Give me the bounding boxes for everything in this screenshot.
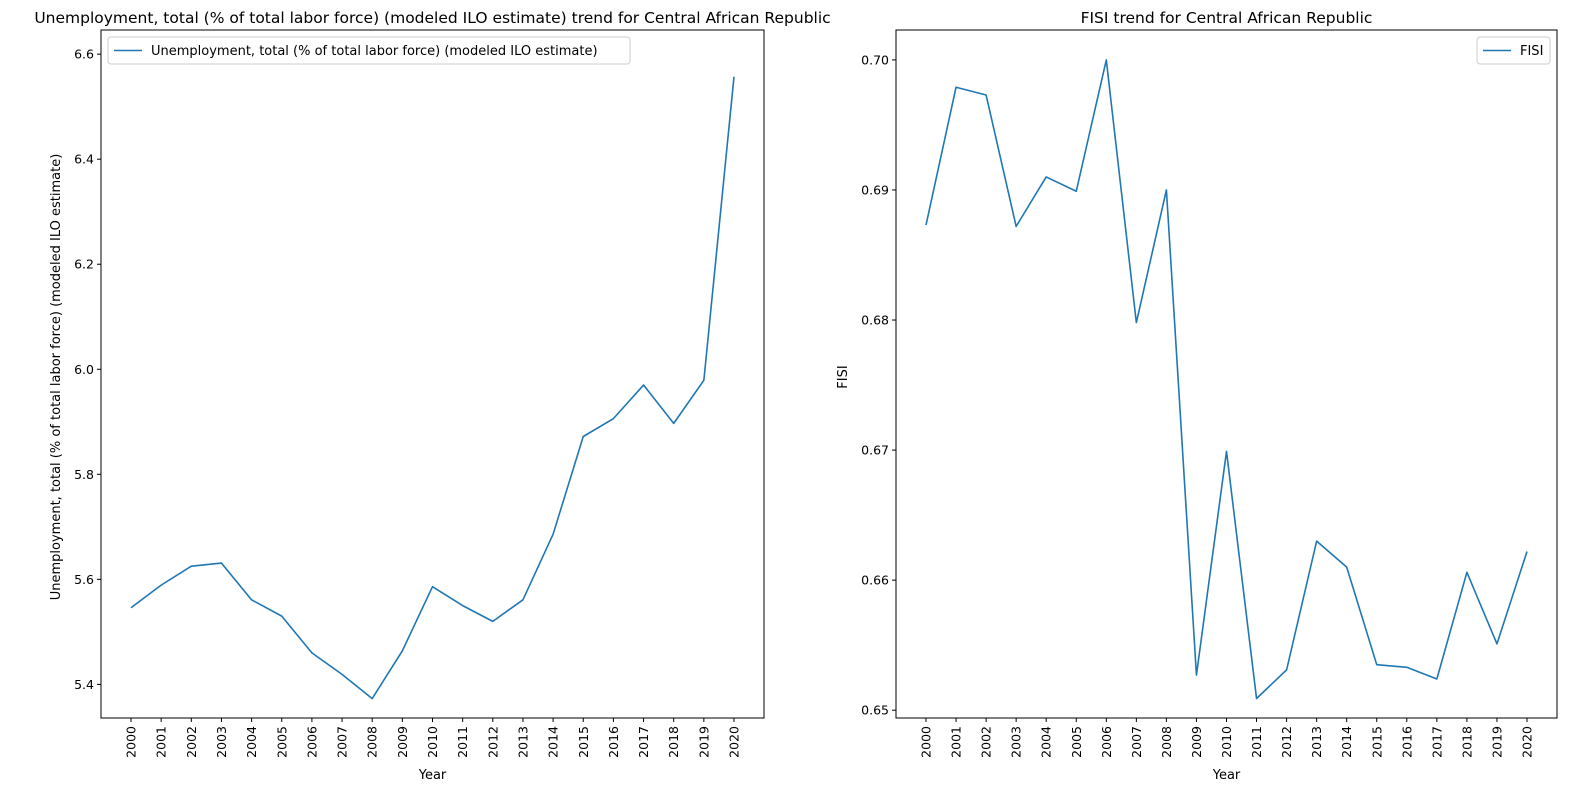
unemployment-legend: Unemployment, total (% of total labor fo…: [107, 36, 631, 65]
unemployment-x-tick-label: 2009: [395, 726, 410, 758]
unemployment-y-tick-label: 6.6: [74, 47, 94, 62]
fisi-legend-label: FISI: [1520, 44, 1543, 59]
fisi-x-tick-label: 2010: [1219, 726, 1234, 758]
unemployment-x-tick-label: 2001: [154, 726, 169, 758]
unemployment-x-tick-label: 2014: [546, 726, 561, 758]
fisi-legend: FISI: [1476, 36, 1551, 65]
fisi-axes-frame: [895, 29, 1558, 719]
unemployment-x-tick-label: 2008: [365, 726, 380, 758]
fisi-x-tick-label: 2000: [919, 726, 934, 758]
unemployment-chart: Unemployment, total (% of total labor fo…: [34, 9, 830, 783]
unemployment-ticks: 5.4 5.6 5.8 6.0 6.2 6.4 6.6 2000 2001 2002 2003 200…: [74, 47, 741, 758]
fisi-y-tick-label: 0.69: [861, 182, 889, 197]
unemployment-axes-frame: [100, 29, 765, 719]
unemployment-x-tick-label: 2005: [274, 726, 289, 758]
unemployment-x-tick-label: 2016: [606, 726, 621, 758]
fisi-x-tick-label: 2008: [1159, 726, 1174, 758]
fisi-x-tick-label: 2012: [1279, 726, 1294, 758]
fisi-x-tick-label: 2003: [1009, 726, 1024, 758]
fisi-x-tick-label: 2014: [1339, 726, 1354, 758]
fisi-y-tick-label: 0.68: [861, 313, 889, 328]
fisi-y-tick-label: 0.66: [861, 573, 889, 588]
unemployment-x-tick-label: 2006: [304, 726, 319, 758]
unemployment-legend-label: Unemployment, total (% of total labor fo…: [151, 44, 598, 59]
unemployment-x-tick-label: 2013: [515, 726, 530, 758]
unemployment-y-tick-label: 5.4: [74, 677, 94, 692]
fisi-x-tick-label: 2019: [1489, 726, 1504, 758]
fisi-x-tick-label: 2011: [1249, 726, 1264, 758]
unemployment-x-tick-label: 2012: [485, 726, 500, 758]
unemployment-x-axis-label: Year: [418, 768, 447, 783]
unemployment-legend-box: [107, 36, 631, 65]
unemployment-x-tick-label: 2004: [244, 726, 259, 758]
fisi-x-tick-label: 2018: [1459, 726, 1474, 758]
fisi-y-tick-label: 0.70: [861, 52, 889, 67]
fisi-ticks: 0.65 0.66 0.67 0.68 0.69 0.70 2000 2001 2002 2003…: [861, 52, 1534, 757]
unemployment-x-tick-label: 2015: [576, 726, 591, 758]
unemployment-x-tick-label: 2018: [666, 726, 681, 758]
unemployment-x-tick-label: 2003: [214, 726, 229, 758]
fisi-y-axis-label: FISI: [836, 365, 851, 388]
unemployment-chart-title: Unemployment, total (% of total labor fo…: [34, 9, 830, 27]
unemployment-y-tick-label: 6.4: [74, 152, 94, 167]
fisi-y-tick-label: 0.65: [861, 703, 889, 718]
fisi-x-tick-label: 2013: [1309, 726, 1324, 758]
unemployment-x-tick-label: 2010: [425, 726, 440, 758]
fisi-x-axis-label: Year: [1212, 768, 1241, 783]
fisi-x-tick-label: 2017: [1429, 726, 1444, 758]
fisi-series-line: [925, 59, 1528, 700]
unemployment-y-axis-label: Unemployment, total (% of total labor fo…: [49, 154, 64, 601]
fisi-x-tick-label: 2007: [1129, 726, 1144, 758]
fisi-legend-box: [1476, 36, 1551, 65]
fisi-x-tick-label: 2015: [1369, 726, 1384, 758]
unemployment-series-line: [130, 76, 735, 700]
unemployment-y-tick-label: 5.8: [74, 467, 94, 482]
fisi-x-tick-label: 2001: [949, 726, 964, 758]
unemployment-x-tick-label: 2020: [727, 726, 742, 758]
unemployment-x-tick-label: 2011: [455, 726, 470, 758]
unemployment-y-tick-label: 6.0: [74, 362, 94, 377]
unemployment-plot-area: [130, 76, 735, 700]
unemployment-x-tick-label: 2000: [124, 726, 139, 758]
unemployment-x-tick-label: 2019: [696, 726, 711, 758]
unemployment-y-tick-label: 6.2: [74, 257, 94, 272]
unemployment-x-tick-label: 2007: [335, 726, 350, 758]
fisi-y-tick-label: 0.67: [861, 443, 889, 458]
fisi-x-tick-label: 2009: [1189, 726, 1204, 758]
fisi-x-tick-label: 2004: [1039, 726, 1054, 758]
fisi-x-tick-label: 2006: [1099, 726, 1114, 758]
unemployment-x-tick-label: 2002: [184, 726, 199, 758]
unemployment-x-tick-label: 2017: [636, 726, 651, 758]
fisi-plot-area: [925, 59, 1528, 700]
fisi-x-tick-label: 2002: [979, 726, 994, 758]
fisi-x-tick-label: 2016: [1399, 726, 1414, 758]
fisi-x-tick-label: 2020: [1520, 726, 1535, 758]
fisi-x-tick-label: 2005: [1069, 726, 1084, 758]
fisi-chart-title: FISI trend for Central African Republic: [1081, 9, 1373, 27]
unemployment-y-tick-label: 5.6: [74, 572, 94, 587]
fisi-chart: FISI trend for Central African Republic …: [836, 9, 1558, 783]
